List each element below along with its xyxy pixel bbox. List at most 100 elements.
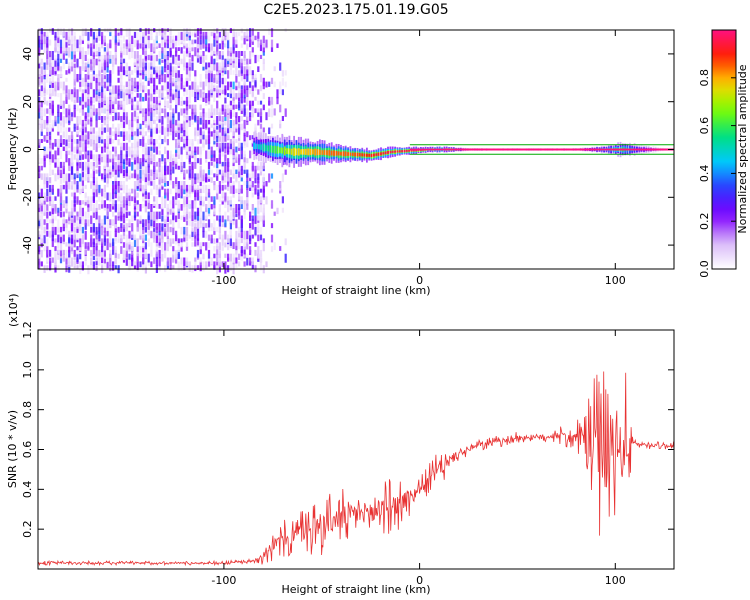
noise-cell [81, 161, 84, 171]
snr-panel: -100 0 100 0.20.40.60.81.01.2 Height of st… [6, 294, 675, 596]
noise-cell [196, 219, 200, 227]
noise-cell [251, 223, 254, 230]
noise-cell [59, 238, 63, 244]
noise-cell [227, 196, 230, 201]
noise-cell [281, 116, 284, 122]
noise-cell [38, 230, 41, 238]
y-tick-label: 0.4 [21, 481, 34, 499]
noise-cell [183, 131, 186, 137]
noise-cell [229, 139, 232, 144]
noise-cell [218, 142, 221, 149]
noise-cell [144, 35, 147, 45]
noise-cell [136, 192, 139, 198]
noise-cell [81, 39, 84, 44]
noise-cell [128, 70, 131, 80]
noise-cell [238, 261, 241, 267]
noise-cell [70, 51, 74, 60]
noise-cell [57, 77, 60, 87]
noise-cell [166, 165, 169, 175]
noise-cell [54, 119, 57, 127]
noise-cell [101, 188, 104, 197]
noise-cell [185, 62, 189, 68]
noise-cell [87, 85, 90, 95]
noise-cell [87, 131, 90, 140]
noise-cell [177, 181, 180, 190]
noise-cell [161, 177, 164, 184]
noise-cell [84, 96, 87, 103]
noise-cell [177, 31, 180, 41]
noise-cell [161, 127, 164, 135]
noise-cell [172, 93, 175, 100]
noise-cell [153, 100, 156, 110]
noise-cell [172, 246, 175, 252]
noise-cell [202, 51, 205, 56]
noise-cell [147, 173, 150, 181]
noise-cell [180, 81, 183, 90]
noise-cell [224, 146, 227, 154]
noise-cell [270, 77, 274, 85]
noise-cell [238, 204, 241, 211]
noise-cell [191, 234, 194, 241]
noise-cell [54, 89, 57, 97]
noise-cell [207, 188, 211, 196]
noise-cell [81, 200, 84, 205]
noise-cell [51, 119, 54, 125]
noise-cell [38, 211, 41, 218]
noise-cell [221, 135, 224, 143]
noise-cell [169, 119, 172, 129]
noise-cell [207, 89, 211, 98]
noise-cell [202, 31, 205, 37]
noise-cell [213, 81, 216, 89]
noise-cell [175, 215, 178, 223]
noise-cell [169, 74, 172, 83]
noise-cell [238, 181, 241, 186]
signal-cell [319, 149, 321, 155]
noise-cell [227, 58, 230, 65]
noise-cell [122, 181, 126, 190]
noise-cell [73, 35, 76, 41]
noise-cell [87, 150, 90, 156]
y-tick-label: 0.6 [21, 441, 34, 459]
noise-cell [213, 116, 216, 124]
noise-cell [122, 43, 126, 49]
noise-cell [180, 100, 183, 106]
noise-cell [150, 150, 153, 157]
noise-cell [57, 39, 60, 47]
noise-cell [84, 173, 87, 181]
signal-cell [368, 153, 371, 157]
noise-cell [227, 62, 230, 67]
noise-cell [284, 108, 287, 117]
noise-cell [164, 74, 167, 83]
noise-cell [281, 70, 284, 77]
noise-cell [221, 119, 224, 128]
noise-cell [122, 204, 126, 213]
noise-cell [238, 192, 241, 200]
noise-cell [98, 100, 101, 109]
noise-cell [196, 139, 200, 145]
noise-cell [246, 108, 249, 117]
noise-cell [87, 66, 90, 76]
noise-cell [232, 89, 235, 98]
noise-cell [68, 28, 71, 38]
signal-cell [403, 149, 406, 153]
noise-cell [246, 257, 249, 266]
noise-cell [279, 119, 282, 124]
noise-cell [51, 74, 54, 83]
noise-cell [90, 123, 93, 132]
noise-cell [191, 207, 194, 217]
noise-cell [59, 230, 63, 237]
noise-cell [243, 230, 246, 240]
noise-cell [122, 234, 126, 240]
noise-cell [122, 161, 126, 169]
noise-cell [251, 234, 254, 239]
noise-cell [38, 35, 41, 45]
noise-cell [101, 173, 104, 180]
noise-cell [139, 223, 142, 229]
noise-cell [183, 135, 186, 144]
noise-cell [76, 104, 79, 112]
noise-cell [221, 142, 224, 152]
noise-cell [76, 253, 79, 263]
noise-cell [216, 89, 219, 98]
noise-cell [62, 62, 65, 70]
noise-cell [251, 39, 254, 45]
